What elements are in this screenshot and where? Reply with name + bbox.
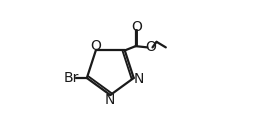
Text: N: N xyxy=(105,93,115,107)
Text: O: O xyxy=(131,20,142,34)
Text: O: O xyxy=(145,40,156,54)
Text: O: O xyxy=(90,39,101,53)
Text: N: N xyxy=(133,72,144,86)
Text: Br: Br xyxy=(64,71,79,85)
